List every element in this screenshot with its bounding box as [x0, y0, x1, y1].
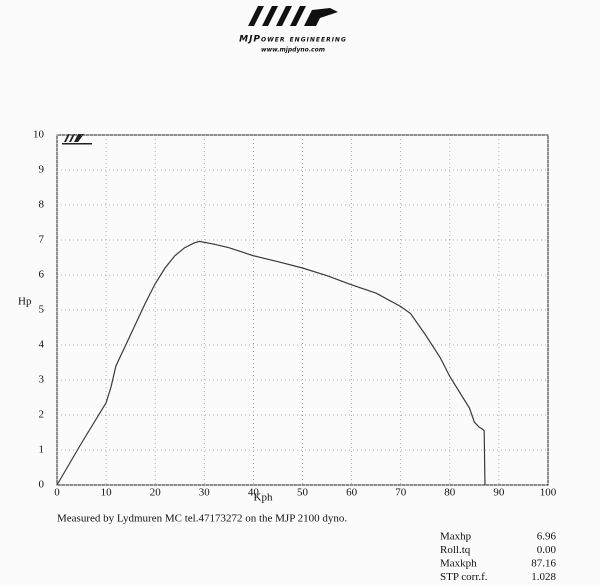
stat-value: 6.96 [537, 531, 557, 543]
y-tick-label: 7 [39, 234, 45, 246]
y-tick-label: 10 [33, 129, 45, 141]
logo [248, 6, 338, 26]
stat-label: Roll.tq [440, 544, 471, 556]
footer-note: Measured by Lydmuren MC tel.47173272 on … [57, 513, 347, 525]
stat-label: STP corr.f. [440, 571, 488, 583]
y-axis-label: Hp [18, 296, 32, 308]
x-tick-label: 70 [395, 487, 407, 499]
stats-table: Maxhp 6.96 Roll.tq 0.00 Maxkph 87.16 STP corr.… [440, 531, 557, 584]
y-tick-label: 4 [39, 339, 45, 351]
stat-value: 87.16 [531, 558, 556, 570]
power-curve [56, 240, 486, 486]
y-tick-label: 1 [39, 444, 45, 456]
x-tick-label: 90 [493, 487, 505, 499]
x-tick-label: 0 [54, 487, 60, 499]
brand: MJPower engineering [239, 35, 347, 45]
x-tick-label: 20 [150, 487, 162, 499]
x-tick-label: 80 [444, 487, 456, 499]
x-tick-label: 100 [540, 487, 557, 499]
y-tick-label: 3 [39, 374, 45, 386]
url: www.mjpdyno.com [261, 47, 325, 54]
y-tick-label: 0 [39, 479, 45, 491]
x-tick-label: 10 [101, 487, 113, 499]
stat-value: 1.028 [531, 571, 556, 583]
x-tick-label: 60 [346, 487, 358, 499]
x-tick-label: 30 [199, 487, 211, 499]
stat-label: Maxkph [440, 558, 477, 570]
y-tick-label: 6 [39, 269, 45, 281]
stat-value: 0.00 [537, 544, 557, 556]
y-tick-label: 2 [39, 409, 45, 421]
plot-logo [62, 134, 92, 145]
x-tick-label: 40 [248, 487, 260, 499]
y-tick-label: 5 [39, 304, 45, 316]
y-tick-label: 9 [39, 164, 45, 176]
x-tick-label: 50 [297, 487, 309, 499]
stat-label: Maxhp [440, 531, 472, 543]
x-axis-label: Kph [254, 492, 273, 504]
y-tick-label: 8 [39, 199, 45, 211]
